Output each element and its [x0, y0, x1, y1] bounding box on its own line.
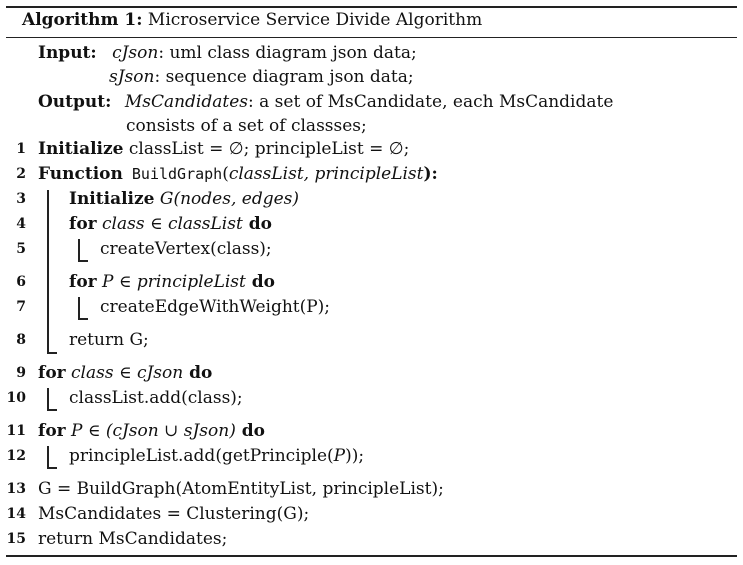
algorithm-label: Algorithm 1: — [22, 10, 143, 30]
output-label: Output: — [38, 92, 112, 112]
loop-scope-bar — [78, 297, 80, 319]
line-text-end: )); — [345, 446, 365, 466]
line-text: return MsCandidates; — [38, 529, 228, 549]
loop-condition: class ∈ cJson — [65, 363, 184, 383]
loop-scope-bar — [47, 388, 49, 410]
line-number: 6 — [16, 274, 26, 290]
line-number: 7 — [16, 299, 26, 315]
line-number: 15 — [6, 531, 26, 547]
line-number: 3 — [16, 191, 26, 207]
keyword-function: Function — [38, 164, 123, 184]
algorithm-title: Microservice Service Divide Algorithm — [147, 10, 483, 30]
line-text: classList.add(class); — [69, 388, 243, 408]
keyword-do: do — [235, 421, 266, 441]
paren-close: ): — [423, 164, 438, 184]
loop-condition: class ∈ classList — [96, 214, 243, 234]
input-block: Input: cJson: uml class diagram json dat… — [38, 41, 417, 89]
output-block: Output: MsCandidates: a set of MsCandida… — [38, 90, 613, 138]
line-var: G — [154, 189, 174, 209]
bottom-rule — [6, 555, 737, 557]
output-var: MsCandidates — [124, 92, 248, 112]
line-number: 2 — [16, 166, 26, 182]
function-name: BuildGraph — [122, 165, 223, 183]
input-label: Input: — [38, 43, 97, 63]
loop-scope-bar — [47, 446, 49, 468]
line-number: 5 — [16, 241, 26, 257]
keyword-for: for — [69, 272, 97, 292]
keyword-initialize: Initialize — [69, 189, 155, 209]
loop-condition: P ∈ principleList — [96, 272, 246, 292]
loop-scope-bar — [78, 239, 80, 261]
keyword-do: do — [183, 363, 213, 383]
keyword-initialize: Initialize — [38, 139, 124, 159]
keyword-for: for — [69, 214, 97, 234]
caption-rule — [6, 37, 737, 38]
keyword-do: do — [242, 214, 272, 234]
paren-open: ( — [222, 164, 229, 184]
line-var: P — [333, 446, 346, 466]
algorithm-caption: Algorithm 1: Microservice Service Divide… — [22, 10, 482, 30]
input-desc-sjson: : sequence diagram json data; — [154, 67, 414, 87]
line-text: principleList.add(getPrinciple( — [69, 446, 334, 466]
keyword-for: for — [38, 363, 66, 383]
line-number: 4 — [16, 216, 26, 232]
line-number: 12 — [6, 448, 26, 464]
line-number: 10 — [6, 390, 26, 406]
output-desc: : a set of MsCandidate, each MsCandidate — [248, 92, 614, 112]
line-text: return G; — [69, 330, 149, 350]
keyword-for: for — [38, 421, 66, 441]
function-scope-end — [47, 352, 57, 354]
loop-condition: P ∈ (cJson ∪ sJson) — [65, 421, 236, 441]
line-text: (nodes, edges) — [173, 189, 300, 209]
function-scope-bar — [47, 190, 49, 353]
line-text: createEdgeWithWeight(P); — [100, 297, 331, 317]
line-text: classList = ∅; principleList = ∅; — [123, 139, 410, 159]
line-text: createVertex(class); — [100, 239, 272, 259]
line-number: 13 — [6, 481, 26, 497]
input-var-cjson: cJson — [112, 43, 159, 63]
input-desc-cjson: : uml class diagram json data; — [158, 43, 417, 63]
loop-scope-end — [78, 318, 88, 320]
function-args: classList, principleList — [228, 164, 424, 184]
line-number: 14 — [6, 506, 26, 522]
top-rule — [6, 6, 737, 8]
output-desc-cont: consists of a set of classses; — [126, 116, 367, 136]
line-number: 9 — [16, 365, 26, 381]
line-number: 8 — [16, 332, 26, 348]
keyword-do: do — [245, 272, 276, 292]
loop-scope-end — [47, 467, 57, 469]
loop-scope-end — [78, 260, 88, 262]
line-text: G = BuildGraph(AtomEntityList, principle… — [38, 479, 444, 499]
input-var-sjson: sJson — [109, 67, 155, 87]
line-number: 11 — [6, 423, 26, 439]
line-text: MsCandidates = Clustering(G); — [38, 504, 310, 524]
loop-scope-end — [47, 409, 57, 411]
line-number: 1 — [16, 141, 26, 157]
